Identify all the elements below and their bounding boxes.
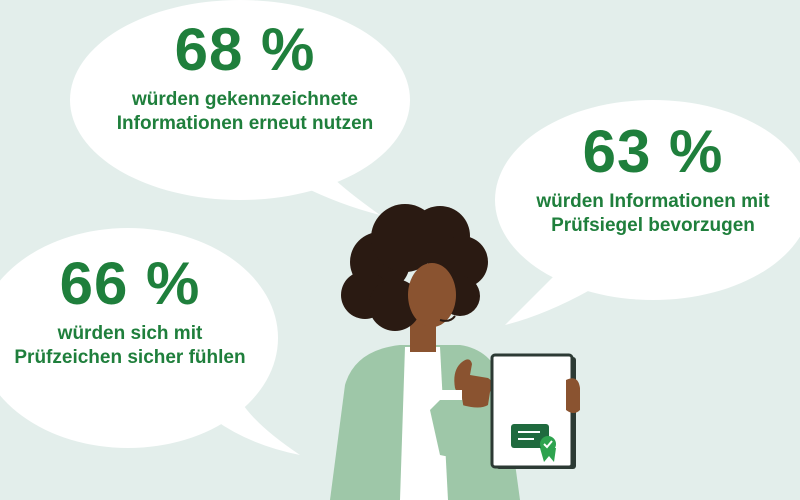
percent-value: 68 % — [174, 16, 316, 83]
speech-bubble-icon — [495, 100, 800, 325]
bubble-description: würden sich mit Prüfzeichen sicher fühle… — [14, 323, 246, 368]
face — [408, 263, 456, 327]
bubble-68-percent: 68 % würden gekennzeichnete Informatione… — [95, 18, 395, 136]
speech-bubble-icon — [0, 228, 300, 455]
bubble-66-percent: 66 % würden sich mit Prüfzeichen sicher … — [5, 252, 255, 370]
holding-hand — [566, 378, 580, 413]
seal-checkmark-icon — [540, 436, 556, 462]
bubble-description: würden Informationen mit Prüfsiegel bevo… — [536, 191, 770, 236]
bubble-description: würden gekennzeichnete Informationen ern… — [116, 89, 374, 134]
certificate-icon — [490, 353, 576, 469]
person-illustration — [330, 204, 520, 500]
shirt — [400, 347, 448, 500]
percent-value: 63 % — [582, 118, 724, 185]
speech-bubble-icon — [70, 0, 410, 215]
thumbs-up-hand — [454, 359, 493, 408]
percent-value: 66 % — [59, 250, 201, 317]
hair — [341, 204, 488, 331]
bubble-63-percent: 63 % würden Informationen mit Prüfsiegel… — [523, 120, 783, 238]
